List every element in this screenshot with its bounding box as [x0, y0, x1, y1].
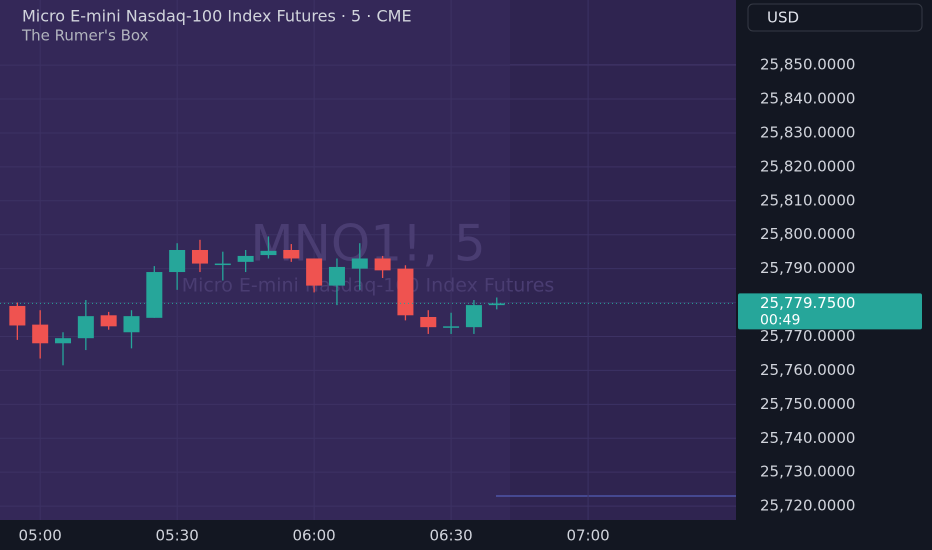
y-tick-label: 25,750.0000: [760, 395, 855, 413]
candle-body: [465, 305, 482, 328]
candle: [420, 310, 437, 334]
candle-body: [237, 255, 254, 262]
x-tick-label: 07:00: [566, 527, 609, 545]
currency-button[interactable]: [747, 3, 923, 32]
candle: [328, 258, 345, 306]
box-region: [0, 0, 510, 520]
y-tick-label: 25,840.0000: [760, 90, 855, 108]
candle-body: [397, 268, 414, 316]
candle-body: [420, 316, 437, 328]
candle: [283, 244, 300, 262]
chart-title: Micro E-mini Nasdaq-100 Index Futures · …: [22, 7, 412, 26]
y-tick-label: 25,730.0000: [760, 463, 855, 481]
candle: [146, 266, 163, 318]
candle-body: [169, 249, 186, 273]
candle: [9, 302, 26, 340]
candle-body: [214, 263, 231, 266]
y-tick-label: 25,770.0000: [760, 327, 855, 345]
candle-body: [9, 305, 26, 326]
currency-label[interactable]: USD: [767, 9, 799, 27]
candle: [237, 249, 254, 273]
x-tick-label: 06:30: [429, 527, 472, 545]
candle-body: [55, 338, 72, 344]
candle: [191, 239, 208, 273]
candle: [306, 258, 323, 293]
y-tick-label: 25,830.0000: [760, 123, 855, 141]
indicator-name: The Rumer's Box: [21, 27, 149, 45]
y-tick-label: 25,810.0000: [760, 191, 855, 209]
watermark-subtitle: Micro E-mini Nasdaq-100 Index Futures: [182, 275, 555, 297]
candle-body: [328, 266, 345, 286]
candle-body: [32, 324, 49, 344]
time-axis: [0, 520, 736, 550]
candle-body: [283, 249, 300, 259]
watermark: MNQ1!, 5: [250, 215, 485, 273]
y-tick-label: 25,790.0000: [760, 259, 855, 277]
candle: [351, 243, 368, 290]
candle: [55, 332, 72, 366]
candle-body: [351, 258, 368, 269]
candle-body: [260, 250, 277, 256]
candle: [374, 255, 391, 278]
y-tick-label: 25,720.0000: [760, 497, 855, 515]
candle-body: [306, 258, 323, 286]
candle: [77, 300, 94, 351]
candle-body: [146, 272, 163, 318]
candle: [397, 265, 414, 321]
candle: [260, 236, 277, 259]
candle: [465, 300, 482, 334]
y-tick-label: 25,820.0000: [760, 157, 855, 175]
current-price-tag: [738, 293, 922, 330]
bar-countdown: 00:49: [760, 312, 800, 328]
y-tick-label: 25,800.0000: [760, 225, 855, 243]
candle-body: [191, 249, 208, 264]
y-tick-label: 25,760.0000: [760, 361, 855, 379]
price-axis: [736, 0, 932, 550]
candle: [32, 310, 49, 359]
candle-body: [100, 315, 117, 327]
candle-body: [488, 303, 505, 306]
candle-body: [77, 316, 94, 339]
candle-body: [443, 326, 460, 328]
candle: [443, 312, 460, 334]
candle: [123, 310, 140, 349]
candle: [100, 311, 117, 330]
candle-body: [374, 258, 391, 271]
y-tick-label: 25,850.0000: [760, 56, 855, 74]
x-tick-label: 05:30: [156, 527, 199, 545]
current-price-label: 25,779.7500: [760, 294, 855, 312]
x-tick-label: 05:00: [19, 527, 62, 545]
candle-body: [123, 316, 140, 333]
candle: [214, 251, 231, 281]
x-tick-label: 06:00: [293, 527, 336, 545]
y-tick-label: 25,740.0000: [760, 429, 855, 447]
candle: [169, 243, 186, 290]
